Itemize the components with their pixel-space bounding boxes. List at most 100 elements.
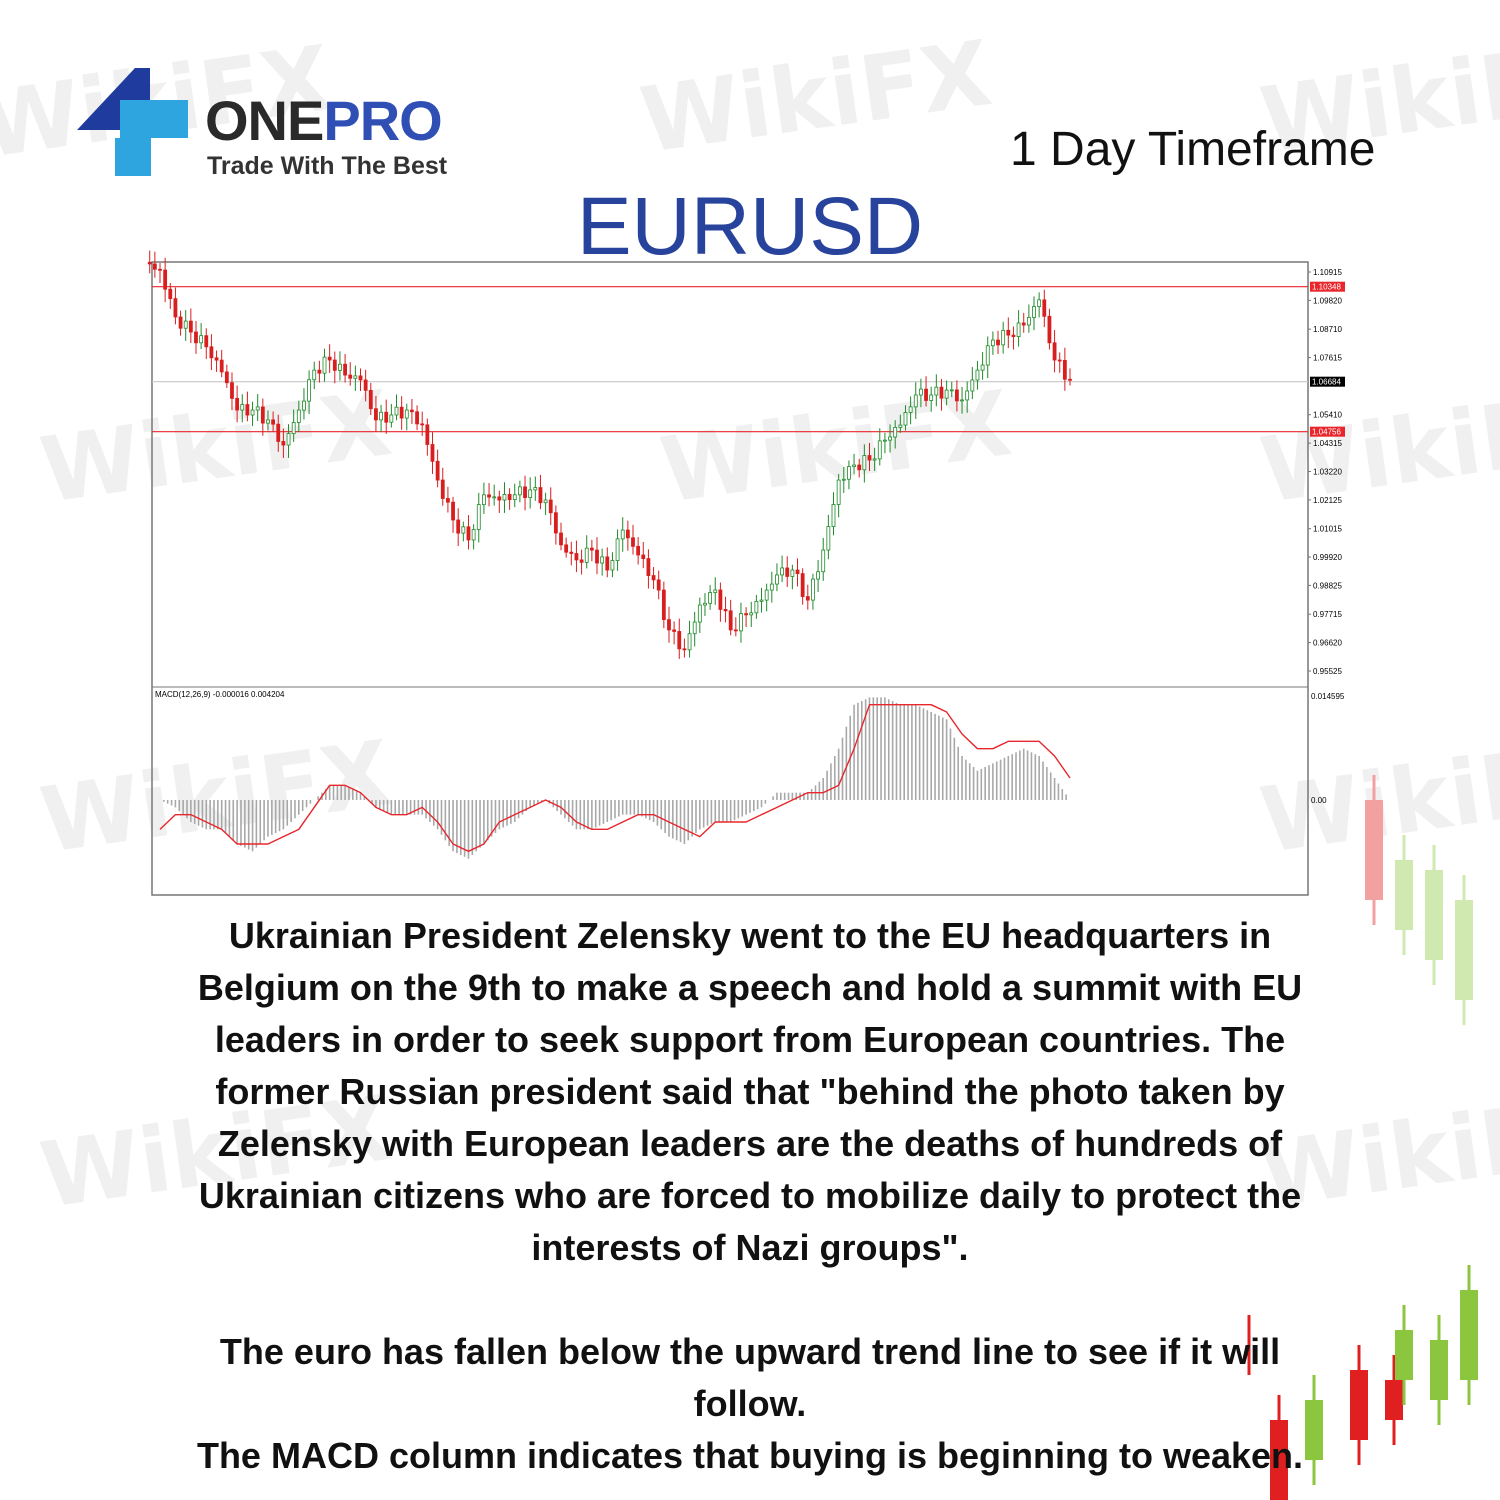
candle-down	[574, 553, 579, 561]
candle-down	[682, 648, 687, 651]
candle-down	[785, 567, 790, 577]
decorative-candle	[1385, 1380, 1403, 1420]
candle-up	[898, 424, 903, 428]
candle-down	[548, 499, 553, 514]
candle-down	[368, 389, 373, 410]
candle-down	[723, 609, 728, 612]
macd-tick-label: 0.014595	[1311, 692, 1345, 701]
brand-name: ONEPRO	[205, 89, 443, 152]
candle-down	[446, 498, 450, 503]
candle-down	[656, 579, 661, 591]
candle-down	[1042, 299, 1047, 317]
candle-up	[836, 479, 841, 505]
candle-down	[651, 575, 656, 581]
candle-down	[214, 357, 219, 361]
candle-down	[1057, 359, 1062, 362]
candle-up	[692, 621, 697, 635]
candle-down	[271, 419, 276, 425]
candle-up	[697, 604, 702, 623]
candle-up	[888, 436, 892, 441]
price-marker	[1310, 426, 1345, 437]
price-tick-label: 0.99920	[1313, 553, 1342, 562]
price-marker-label: 1.06684	[1312, 378, 1341, 387]
candle-up	[852, 464, 856, 468]
candle-up	[831, 504, 836, 528]
candle-up	[970, 379, 975, 392]
candle-up	[199, 335, 204, 344]
candle-up	[517, 486, 522, 496]
candle-up	[492, 496, 497, 499]
price-tick-label: 1.01015	[1313, 525, 1342, 534]
candle-up	[620, 529, 625, 540]
candle-down	[245, 404, 250, 416]
candle-up	[965, 390, 970, 401]
candle-down	[147, 261, 152, 265]
price-tick-label: 1.10915	[1313, 268, 1342, 277]
candle-up	[816, 571, 820, 580]
candle-up	[379, 411, 383, 421]
candle-down	[281, 441, 286, 446]
candle-up	[512, 494, 517, 501]
decorative-candle	[1455, 900, 1473, 1000]
candle-down	[996, 339, 1000, 346]
candle-up	[883, 439, 887, 442]
candle-up	[600, 556, 605, 564]
candle-down	[559, 532, 563, 546]
candle-up	[919, 388, 923, 396]
price-tick-label: 1.08710	[1313, 325, 1342, 334]
candle-down	[173, 298, 178, 318]
candle-up	[312, 369, 317, 381]
candle-up	[1032, 306, 1036, 318]
candle-down	[631, 537, 635, 547]
candle-down	[152, 263, 157, 270]
candle-down	[939, 386, 944, 399]
price-tick-label: 1.02125	[1313, 496, 1342, 505]
candle-down	[384, 411, 389, 423]
candle-up	[286, 433, 291, 446]
candle-down	[466, 526, 471, 541]
candle-down	[430, 444, 435, 462]
price-tick-label: 1.05410	[1313, 411, 1342, 420]
candle-down	[399, 406, 404, 419]
candle-down	[1021, 322, 1026, 326]
candle-up	[584, 547, 589, 563]
candle-up	[394, 406, 399, 416]
candle-up	[713, 589, 718, 593]
candle-down	[857, 464, 862, 471]
candle-up	[1001, 329, 1006, 346]
onepro-logo-icon	[77, 68, 188, 176]
candle-down	[420, 423, 425, 426]
candle-down	[718, 589, 723, 610]
decorative-candle	[1365, 800, 1383, 900]
candle-up	[949, 389, 954, 392]
candle-down	[410, 409, 414, 413]
candle-up	[847, 466, 851, 480]
candle-down	[744, 613, 749, 616]
candle-down	[605, 556, 610, 571]
price-marker-label: 1.10348	[1312, 283, 1341, 292]
price-tick-label: 1.03220	[1313, 468, 1342, 477]
candle-down	[677, 631, 682, 650]
candle-down	[636, 545, 641, 556]
candle-down	[224, 371, 229, 384]
candle-down	[230, 382, 234, 399]
candle-down	[456, 519, 461, 534]
candle-down	[374, 408, 378, 421]
candle-down	[625, 529, 630, 539]
candle-down	[728, 610, 733, 631]
candle-up	[302, 400, 306, 411]
candle-down	[564, 544, 569, 553]
candle-down	[348, 374, 353, 379]
candle-up	[1037, 299, 1042, 307]
macd-signal-line	[159, 703, 1071, 853]
candle-up	[749, 612, 754, 616]
candle-up	[862, 455, 867, 471]
candle-down	[163, 269, 168, 290]
candle-down	[646, 558, 651, 576]
candle-up	[872, 458, 877, 461]
candle-down	[589, 547, 594, 551]
candle-up	[811, 578, 815, 601]
candle-down	[451, 501, 455, 521]
price-tick-label: 0.96620	[1313, 639, 1342, 648]
macd-tick-label: 0.00	[1311, 796, 1327, 805]
